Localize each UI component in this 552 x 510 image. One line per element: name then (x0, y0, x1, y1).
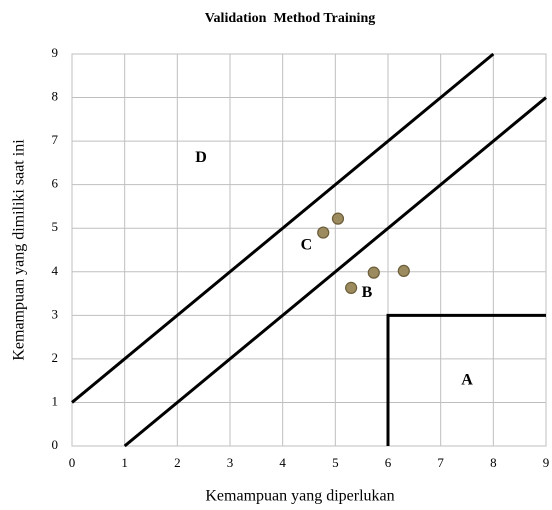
y-tick-label: 0 (52, 437, 59, 452)
y-tick-label: 9 (52, 45, 59, 60)
point (367, 266, 380, 279)
y-tick-label: 2 (52, 350, 59, 365)
x-tick-label: 9 (543, 455, 550, 470)
x-tick-label: 6 (385, 455, 392, 470)
y-tick-label: 7 (52, 132, 59, 147)
point (331, 212, 345, 225)
x-tick-label: 4 (279, 455, 286, 470)
annotation: A (461, 371, 473, 388)
y-tick-label: 5 (52, 219, 59, 234)
x-tick-label: 1 (121, 455, 128, 470)
y-tick-label: 1 (52, 393, 59, 408)
y-tick-label: 6 (52, 176, 59, 191)
x-axis-label: Kemampuan yang diperlukan (205, 488, 394, 505)
y-tick-label: 4 (52, 263, 59, 278)
x-tick-label: 3 (227, 455, 234, 470)
point (345, 281, 358, 294)
y-axis-label: Kemampuan yang dimiliki saat ini (11, 139, 28, 361)
point (397, 264, 410, 278)
region-line (386, 313, 546, 446)
y-tick-label: 8 (52, 89, 59, 104)
annotation: D (195, 149, 207, 166)
plot-border (71, 53, 547, 447)
annotation: B (362, 284, 373, 301)
x-tick-label: 7 (437, 455, 444, 470)
annotation: C (301, 236, 313, 253)
point (317, 226, 330, 239)
x-tick-label: 5 (332, 455, 339, 470)
x-tick-label: 2 (174, 455, 181, 470)
y-tick-label: 3 (52, 306, 59, 321)
region-line (71, 52, 495, 404)
region-line (123, 96, 547, 448)
chart-title: Validation Method Training (205, 11, 376, 26)
x-tick-label: 8 (490, 455, 497, 470)
x-tick-label: 0 (69, 455, 76, 470)
